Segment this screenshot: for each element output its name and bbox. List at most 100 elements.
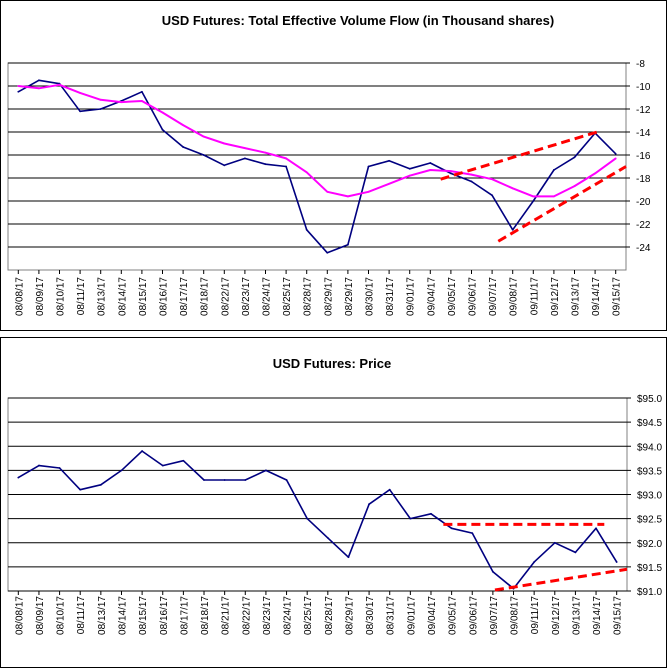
price-chart: USD Futures: Price $95.0$94.5$94.0$93.5$… xyxy=(7,356,662,635)
x-tick-label: 08/09/17 xyxy=(35,596,46,635)
data-point xyxy=(450,527,453,530)
data-point xyxy=(99,98,102,101)
data-point xyxy=(58,83,61,86)
data-point xyxy=(182,124,185,126)
data-point xyxy=(347,556,350,559)
data-point xyxy=(429,162,432,164)
data-point xyxy=(614,157,617,160)
y-tick-label: $91.0 xyxy=(637,587,662,598)
series-group xyxy=(17,450,618,590)
x-tick-label: 08/31/17 xyxy=(385,277,396,316)
x-tick-label: 08/18/17 xyxy=(200,277,211,316)
data-point xyxy=(141,90,143,93)
x-tick-label: 08/16/17 xyxy=(159,596,170,635)
x-tick-label: 09/06/17 xyxy=(468,277,479,316)
data-point xyxy=(388,159,390,162)
x-tick-label: 09/01/17 xyxy=(406,596,417,635)
data-point xyxy=(223,142,226,145)
x-tick-label: 09/05/17 xyxy=(447,277,458,316)
data-point xyxy=(326,190,329,193)
data-point xyxy=(595,527,597,530)
data-point xyxy=(223,164,226,167)
x-tick-label: 08/13/17 xyxy=(97,277,108,316)
data-point xyxy=(470,180,473,183)
data-point xyxy=(388,182,390,185)
y-gridlines xyxy=(8,397,627,592)
x-tick-label: 09/11/17 xyxy=(530,596,541,635)
data-point xyxy=(429,169,432,171)
x-tick-label: 08/23/17 xyxy=(262,596,273,635)
data-point xyxy=(491,178,493,181)
x-tick-label: 08/29/17 xyxy=(344,277,355,316)
data-point xyxy=(264,163,267,166)
y-tick-label: $94.5 xyxy=(637,418,662,429)
data-point xyxy=(17,476,20,479)
x-tick-label: 09/11/17 xyxy=(529,277,540,316)
chart-title: USD Futures: Total Effective Volume Flow… xyxy=(162,13,554,28)
data-point xyxy=(347,195,349,198)
data-point xyxy=(409,517,412,520)
data-point xyxy=(120,469,123,472)
x-tick-label: 08/22/17 xyxy=(241,596,252,635)
data-point xyxy=(285,165,287,168)
x-tick-label: 08/23/17 xyxy=(241,277,252,316)
data-point xyxy=(367,165,370,168)
data-point xyxy=(368,503,370,506)
data-point xyxy=(553,541,556,544)
data-point xyxy=(182,459,185,462)
data-point xyxy=(573,156,576,159)
data-point xyxy=(17,90,20,93)
x-tick-label: 08/10/17 xyxy=(56,277,67,316)
x-tick-label: 08/11/17 xyxy=(76,277,87,316)
y-axis-ticks: $95.0 $94.5 $94.0 $93.5 $93.0 $92.5 $92.0 $91.5… xyxy=(627,394,662,598)
x-tick-label: 09/07/17 xyxy=(488,277,499,316)
data-point xyxy=(244,157,246,160)
x-tick-label: 08/30/17 xyxy=(365,277,376,316)
x-axis-ticks: 08/08/17 08/09/17 08/10/17 08/11/17 08/13/17… xyxy=(14,270,623,316)
volume-flow-chart: USD Futures: Total Effective Volume Flow… xyxy=(7,13,651,316)
x-tick-label: 08/21/17 xyxy=(221,596,232,635)
y-tick-label: $92.0 xyxy=(637,539,662,550)
x-tick-label: 08/09/17 xyxy=(35,277,46,316)
y-tick-label: $95.0 xyxy=(637,394,662,405)
x-tick-label: 08/08/17 xyxy=(14,277,25,316)
x-tick-label: 08/31/17 xyxy=(386,596,397,635)
volume-flow-chart-panel: USD Futures: Total Effective Volume Flow… xyxy=(0,0,667,331)
data-point xyxy=(594,172,596,175)
y-tick-label: -10 xyxy=(636,82,651,93)
trendline xyxy=(497,165,627,243)
x-tick-label: 08/10/17 xyxy=(56,596,67,635)
x-tick-label: 09/04/17 xyxy=(427,596,438,635)
x-tick-label: 09/01/17 xyxy=(406,277,417,316)
data-point xyxy=(79,110,81,113)
data-point xyxy=(38,87,40,90)
x-tick-label: 09/15/17 xyxy=(613,596,624,635)
x-tick-label: 08/14/17 xyxy=(117,277,128,316)
y-tick-label: -18 xyxy=(636,174,651,185)
x-tick-label: 08/30/17 xyxy=(365,596,376,635)
data-point xyxy=(511,187,514,190)
data-point xyxy=(491,570,494,573)
x-tick-label: 08/29/17 xyxy=(323,277,334,316)
data-point xyxy=(79,488,82,491)
x-tick-label: 08/25/17 xyxy=(303,596,314,635)
data-point xyxy=(533,561,536,563)
data-point xyxy=(99,108,102,110)
data-point xyxy=(430,512,432,515)
data-point xyxy=(573,185,576,187)
data-point xyxy=(305,228,308,231)
x-tick-label: 08/18/17 xyxy=(200,596,211,635)
data-point xyxy=(99,483,102,486)
x-tick-label: 09/12/17 xyxy=(551,596,562,635)
y-tick-label: -16 xyxy=(636,151,651,162)
chart-title: USD Futures: Price xyxy=(273,356,391,371)
data-point xyxy=(532,200,535,202)
x-tick-label: 09/13/17 xyxy=(571,277,582,316)
x-tick-label: 08/11/17 xyxy=(76,596,87,635)
x-tick-label: 08/08/17 xyxy=(14,596,25,635)
data-point xyxy=(79,92,81,94)
trendline xyxy=(494,567,628,592)
data-point xyxy=(408,174,411,177)
x-tick-label: 09/06/17 xyxy=(468,596,479,635)
y-tick-label: -20 xyxy=(636,197,651,208)
